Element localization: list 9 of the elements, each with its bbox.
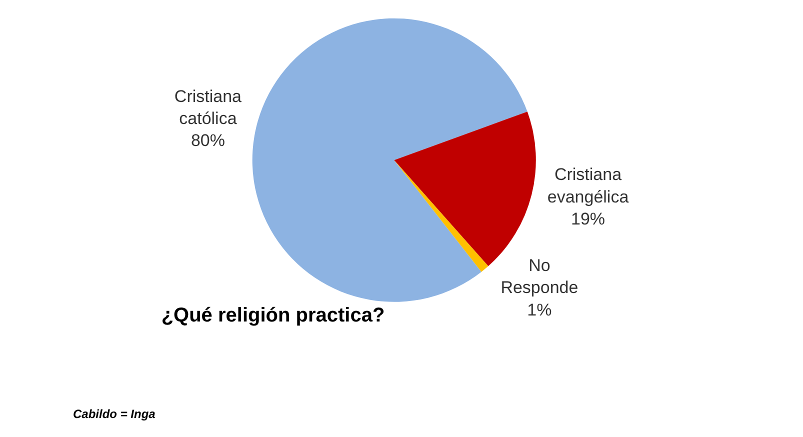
data-label: 1% xyxy=(527,300,552,320)
text: ¿Qué religión practica? xyxy=(161,304,385,327)
pie-slice xyxy=(394,160,488,272)
text: Cabildo = Inga xyxy=(73,407,156,421)
slice-label: Cristiana evangélica xyxy=(547,165,630,206)
slice-label: Cristiana católica xyxy=(174,87,242,128)
data-label: 80% xyxy=(190,131,225,150)
data-label: 19% xyxy=(571,209,606,228)
slice-label: No Responde xyxy=(500,256,578,298)
